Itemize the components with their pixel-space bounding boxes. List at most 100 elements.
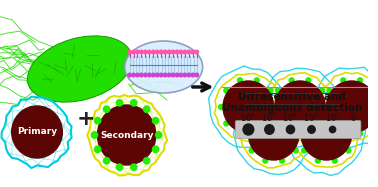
Circle shape [132, 50, 135, 54]
Circle shape [254, 131, 259, 136]
Circle shape [155, 50, 159, 54]
Circle shape [293, 115, 298, 120]
Text: +: + [76, 109, 95, 129]
Circle shape [94, 117, 101, 124]
FancyBboxPatch shape [235, 120, 361, 139]
Circle shape [152, 73, 155, 77]
Circle shape [326, 81, 377, 133]
Circle shape [351, 131, 356, 137]
Circle shape [341, 131, 345, 136]
Circle shape [308, 126, 315, 133]
Circle shape [195, 50, 198, 54]
Circle shape [191, 50, 195, 54]
Circle shape [273, 105, 278, 110]
Ellipse shape [28, 36, 132, 102]
Circle shape [244, 131, 249, 137]
Circle shape [325, 105, 330, 110]
Circle shape [187, 50, 191, 54]
Circle shape [152, 146, 159, 153]
Circle shape [152, 50, 155, 54]
Text: 10$^2$: 10$^2$ [325, 112, 341, 124]
Circle shape [287, 125, 294, 134]
Circle shape [320, 121, 325, 126]
Circle shape [268, 88, 273, 93]
Circle shape [270, 105, 275, 110]
Circle shape [187, 73, 191, 77]
Circle shape [131, 164, 137, 170]
Circle shape [293, 148, 298, 153]
Circle shape [237, 131, 242, 136]
Circle shape [224, 121, 229, 126]
Circle shape [183, 50, 187, 54]
Circle shape [163, 73, 167, 77]
Circle shape [346, 148, 351, 153]
Circle shape [144, 73, 147, 77]
Text: 10$^4$: 10$^4$ [282, 112, 299, 124]
Circle shape [327, 121, 332, 126]
Circle shape [147, 73, 151, 77]
Circle shape [219, 105, 223, 110]
Circle shape [223, 81, 274, 133]
Circle shape [104, 158, 110, 164]
Circle shape [128, 50, 131, 54]
Circle shape [136, 73, 139, 77]
Circle shape [316, 105, 320, 110]
Circle shape [171, 50, 175, 54]
Ellipse shape [125, 41, 203, 93]
Circle shape [132, 73, 135, 77]
Text: 10$^3$: 10$^3$ [304, 112, 319, 124]
Circle shape [280, 105, 285, 110]
Circle shape [249, 115, 254, 120]
Circle shape [147, 50, 151, 54]
Circle shape [91, 132, 98, 138]
Circle shape [371, 88, 376, 93]
Circle shape [139, 50, 143, 54]
Circle shape [144, 158, 150, 164]
Circle shape [265, 125, 274, 134]
Circle shape [289, 78, 294, 83]
Circle shape [160, 50, 163, 54]
Circle shape [306, 131, 311, 136]
Circle shape [104, 106, 110, 112]
Circle shape [152, 117, 159, 124]
Circle shape [160, 73, 163, 77]
Circle shape [249, 148, 254, 153]
Circle shape [224, 88, 229, 93]
Circle shape [195, 73, 198, 77]
Text: Ultrasensitive and: Ultrasensitive and [238, 92, 346, 102]
Circle shape [320, 88, 325, 93]
Circle shape [191, 73, 195, 77]
Circle shape [116, 164, 122, 170]
Text: Secondary: Secondary [100, 131, 153, 140]
Circle shape [94, 146, 101, 153]
Circle shape [268, 121, 273, 126]
Circle shape [289, 131, 294, 136]
Circle shape [358, 131, 363, 136]
Circle shape [156, 132, 162, 138]
Text: 10$^6$: 10$^6$ [240, 112, 256, 124]
Circle shape [322, 105, 327, 110]
Circle shape [98, 105, 156, 165]
Circle shape [341, 78, 345, 83]
Text: Primary: Primary [17, 128, 57, 137]
Circle shape [144, 106, 150, 112]
Circle shape [171, 73, 175, 77]
Circle shape [332, 158, 337, 163]
Circle shape [144, 50, 147, 54]
Circle shape [299, 131, 304, 137]
Circle shape [167, 50, 171, 54]
Circle shape [128, 73, 131, 77]
Circle shape [376, 105, 378, 110]
Circle shape [327, 88, 332, 93]
Circle shape [276, 121, 280, 126]
Circle shape [12, 106, 62, 158]
Circle shape [237, 78, 242, 83]
Circle shape [179, 73, 183, 77]
Circle shape [183, 73, 187, 77]
Circle shape [163, 50, 167, 54]
Circle shape [139, 73, 143, 77]
Circle shape [248, 108, 299, 160]
Circle shape [280, 158, 285, 163]
Circle shape [302, 115, 307, 120]
Circle shape [358, 78, 363, 83]
